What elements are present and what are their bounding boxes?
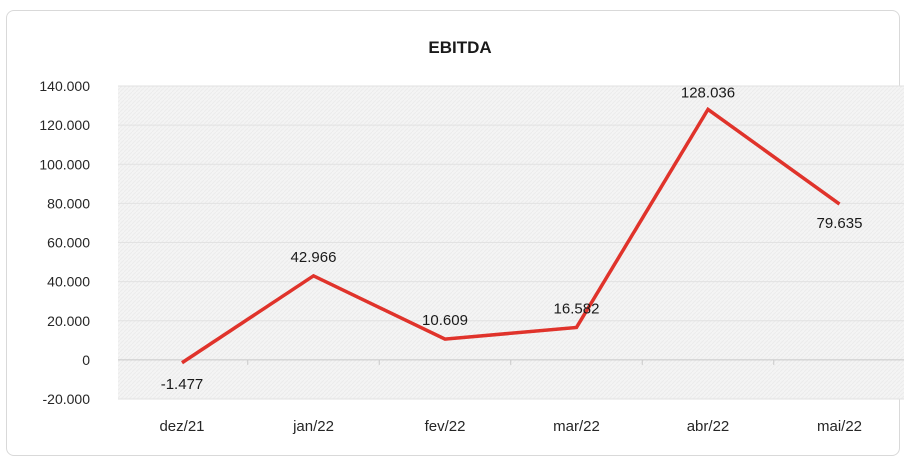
data-label: 16.582 xyxy=(554,300,600,317)
y-axis-ticks: 140.000 120.000 100.000 80.000 60.000 40.000 2… xyxy=(39,78,90,407)
data-label: 10.609 xyxy=(422,312,468,329)
data-label: 79.635 xyxy=(817,215,863,232)
data-labels: -1.477 42.966 10.609 16.582 128.036 79.635 xyxy=(161,84,863,392)
ebitda-series-line xyxy=(181,106,841,365)
x-axis-ticks: dez/21 jan/22 fev/22 mar/22 abr/22 mai/22 xyxy=(159,418,862,435)
x-tick-label: fev/22 xyxy=(425,418,466,435)
data-label: 128.036 xyxy=(681,84,735,101)
gridlines xyxy=(118,85,904,400)
y-tick-label: 40.000 xyxy=(47,274,90,290)
x-tick-label: jan/22 xyxy=(292,418,334,435)
data-label: 42.966 xyxy=(291,249,337,266)
x-tick-label: dez/21 xyxy=(159,418,204,435)
x-tick-label: mar/22 xyxy=(553,418,600,435)
chart-title: EBITDA xyxy=(428,38,491,57)
y-tick-label: 140.000 xyxy=(39,78,90,94)
data-label: -1.477 xyxy=(161,376,204,393)
y-tick-label: 20.000 xyxy=(47,313,90,329)
y-tick-label: 80.000 xyxy=(47,195,90,211)
y-tick-label: 0 xyxy=(82,352,90,368)
y-tick-label: 60.000 xyxy=(47,235,90,251)
y-tick-label: -20.000 xyxy=(43,391,91,407)
x-tick-label: abr/22 xyxy=(687,418,730,435)
y-tick-label: 100.000 xyxy=(39,156,90,172)
x-tick-label: mai/22 xyxy=(817,418,862,435)
y-tick-label: 120.000 xyxy=(39,117,90,133)
series-layer xyxy=(181,106,841,365)
